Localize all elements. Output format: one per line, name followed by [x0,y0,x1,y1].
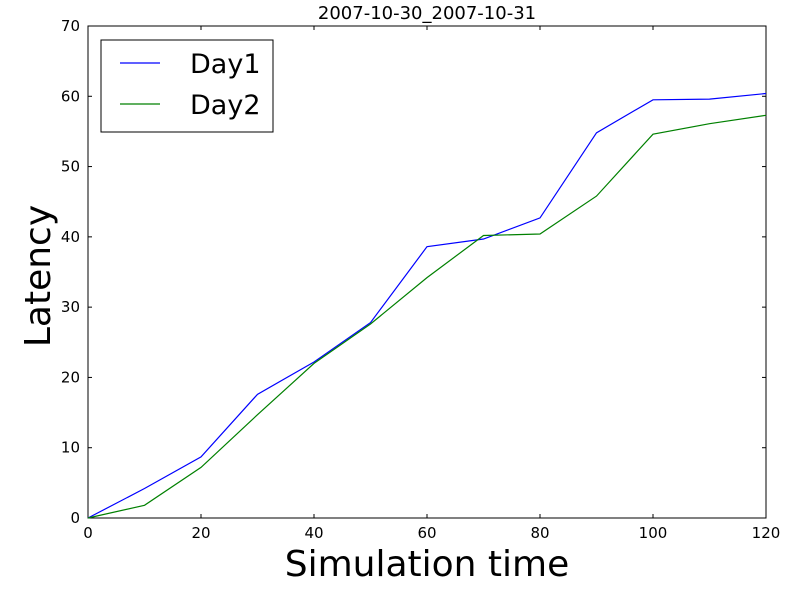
y-tick-label: 50 [61,158,80,176]
series-lines [87,92,767,519]
chart-title: 2007-10-30_2007-10-31 [318,3,536,24]
y-tick-label: 10 [61,439,80,457]
series-line-day1 [87,92,767,519]
axis-ticks [87,25,767,519]
x-tick-label: 20 [191,524,210,542]
y-tick-label: 70 [61,17,80,35]
y-tick-label: 60 [61,87,80,105]
axis-tick-labels: 0 20 40 60 80 100 120 0 10 20 30 40 50 60 70 [61,17,780,542]
y-axis-label: Latency [18,205,59,347]
x-tick-label: 120 [752,524,781,542]
x-tick-label: 60 [417,524,436,542]
y-tick-label: 40 [61,228,80,246]
x-tick-label: 40 [304,524,323,542]
legend-label-day2: Day2 [190,90,261,121]
y-tick-label: 0 [70,509,80,527]
x-tick-label: 100 [639,524,668,542]
series-line-day2 [87,114,767,519]
x-tick-label: 80 [530,524,549,542]
y-tick-label: 20 [61,368,80,386]
x-tick-label: 0 [83,524,93,542]
legend-box [100,39,274,133]
y-tick-label: 30 [61,298,80,316]
legend: Day1 Day2 [100,39,274,133]
x-axis-label: Simulation time [285,544,570,585]
legend-label-day1: Day1 [190,49,261,80]
